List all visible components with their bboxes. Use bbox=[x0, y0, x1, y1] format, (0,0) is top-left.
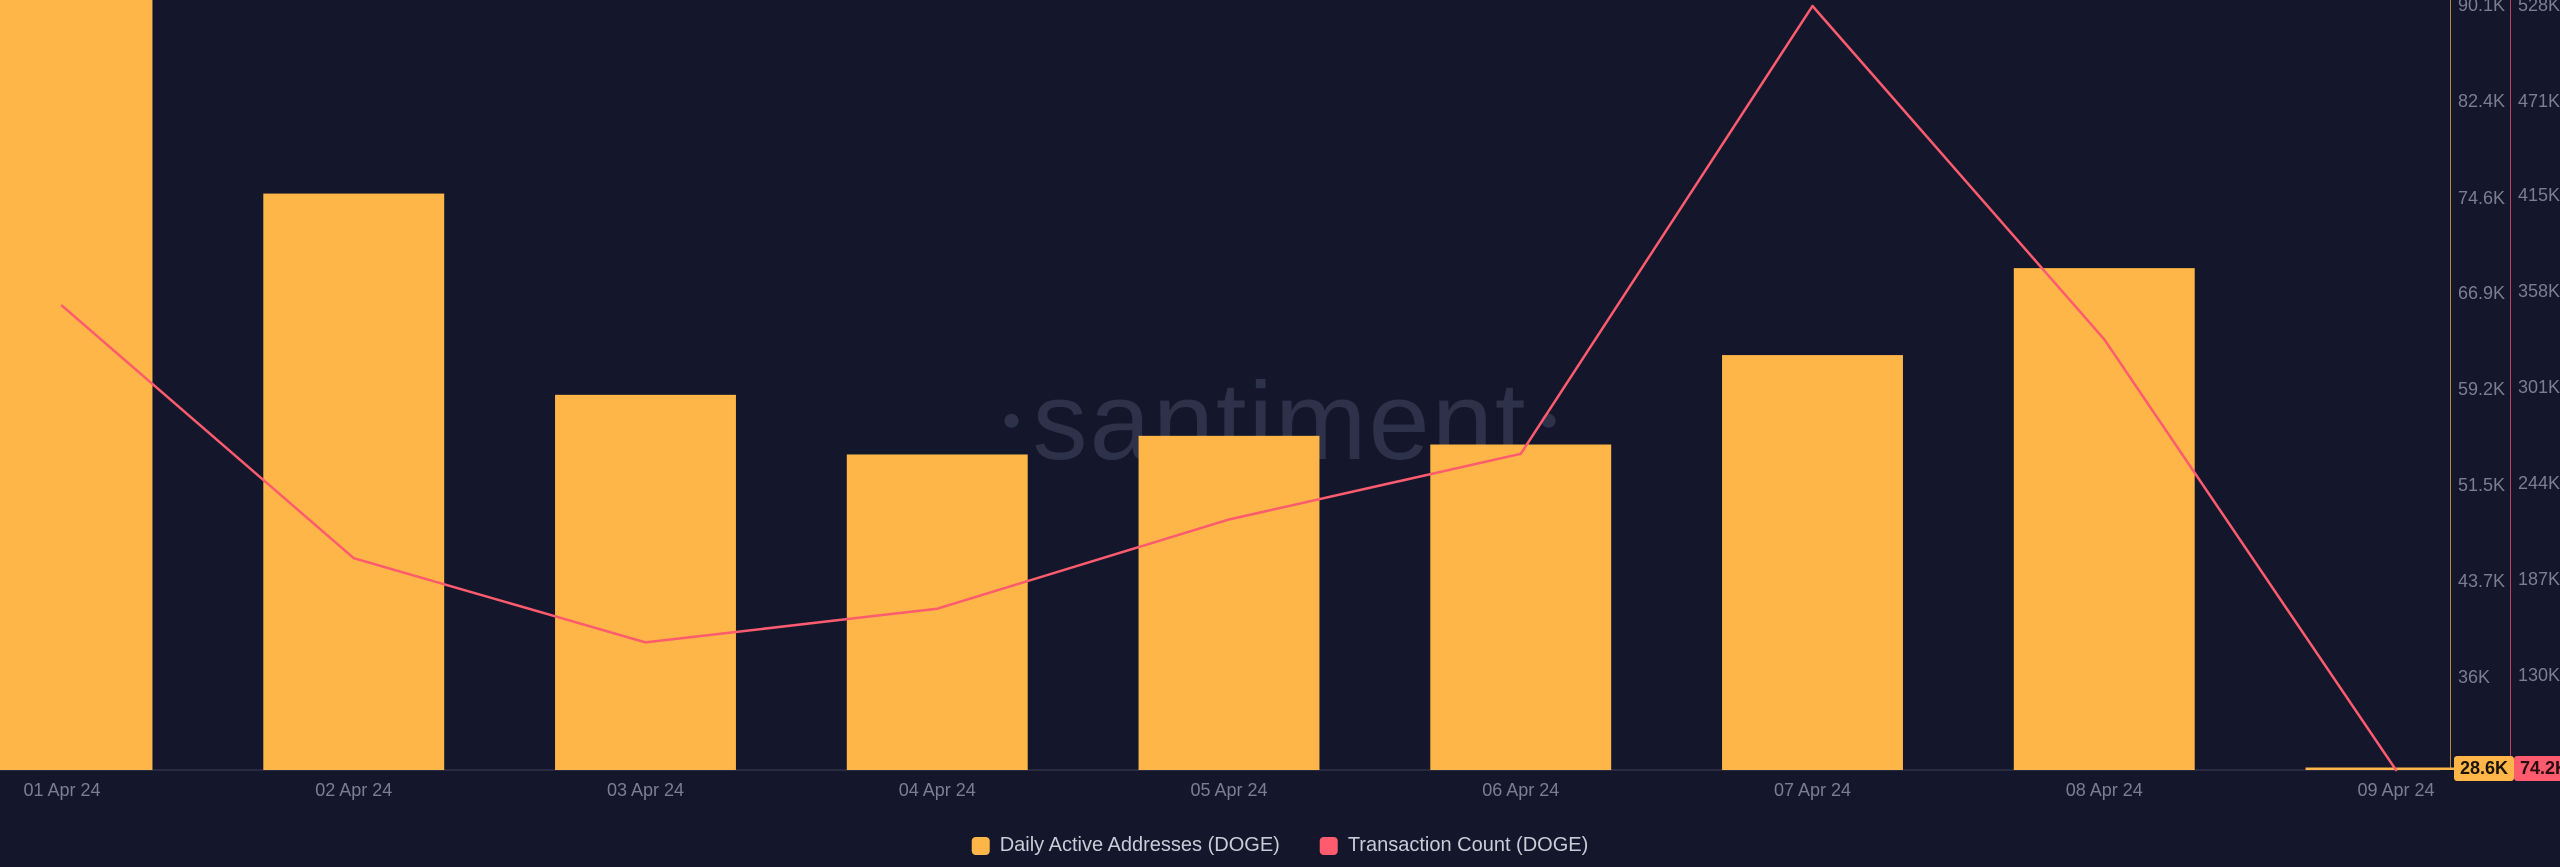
left-badge-text: 28.6K bbox=[2460, 758, 2508, 778]
legend-item-line[interactable]: Transaction Count (DOGE) bbox=[1320, 834, 1588, 857]
legend-item-bars[interactable]: Daily Active Addresses (DOGE) bbox=[972, 834, 1280, 857]
right-y-tick-label: 301K bbox=[2518, 377, 2560, 398]
right-y-tick-label: 130K bbox=[2518, 665, 2560, 686]
x-tick-label: 09 Apr 24 bbox=[2357, 780, 2434, 801]
doge-activity-chart: santiment 01 Apr 2402 Apr 2403 Apr 2404 … bbox=[0, 0, 2560, 867]
legend-swatch-bars bbox=[972, 837, 990, 855]
x-tick-label: 08 Apr 24 bbox=[2066, 780, 2143, 801]
legend-label-line: Transaction Count (DOGE) bbox=[1348, 834, 1588, 857]
bar[interactable] bbox=[555, 395, 736, 770]
legend: Daily Active Addresses (DOGE) Transactio… bbox=[972, 834, 1589, 857]
bar[interactable] bbox=[263, 194, 444, 770]
bar[interactable] bbox=[847, 454, 1028, 770]
x-tick-label: 05 Apr 24 bbox=[1190, 780, 1267, 801]
bar[interactable] bbox=[0, 0, 152, 770]
right-badge-text: 74.2K bbox=[2520, 758, 2560, 778]
right-axis-current-badge: 74.2K bbox=[2514, 756, 2560, 781]
right-y-tick-label: 358K bbox=[2518, 281, 2560, 302]
plot-area bbox=[0, 0, 2560, 867]
legend-label-bars: Daily Active Addresses (DOGE) bbox=[1000, 834, 1280, 857]
legend-swatch-line bbox=[1320, 837, 1338, 855]
x-tick-label: 02 Apr 24 bbox=[315, 780, 392, 801]
right-y-tick-label: 528K bbox=[2518, 0, 2560, 16]
right-axis-rule bbox=[2510, 0, 2511, 770]
bar[interactable] bbox=[1139, 436, 1320, 770]
bar[interactable] bbox=[1430, 445, 1611, 770]
x-tick-label: 07 Apr 24 bbox=[1774, 780, 1851, 801]
right-y-tick-label: 471K bbox=[2518, 91, 2560, 112]
left-axis-current-badge: 28.6K bbox=[2454, 756, 2514, 781]
left-axis-rule bbox=[2450, 0, 2451, 770]
x-tick-label: 04 Apr 24 bbox=[899, 780, 976, 801]
x-tick-label: 01 Apr 24 bbox=[23, 780, 100, 801]
x-tick-label: 03 Apr 24 bbox=[607, 780, 684, 801]
bar[interactable] bbox=[1722, 355, 1903, 770]
x-tick-label: 06 Apr 24 bbox=[1482, 780, 1559, 801]
bar[interactable] bbox=[2014, 268, 2195, 770]
right-y-tick-label: 415K bbox=[2518, 185, 2560, 206]
right-y-tick-label: 187K bbox=[2518, 569, 2560, 590]
right-y-tick-label: 244K bbox=[2518, 473, 2560, 494]
